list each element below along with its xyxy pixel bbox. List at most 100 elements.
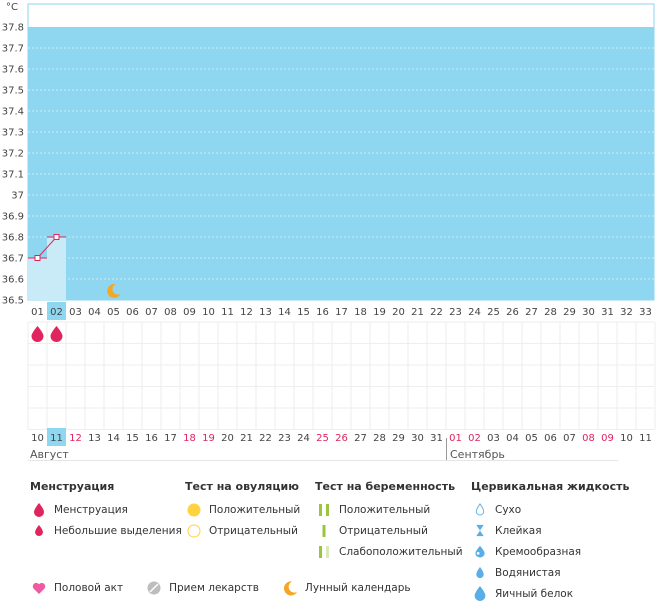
legend-item-egg-white: Яичный белок — [471, 583, 629, 604]
y-tick-label: 36.5 — [2, 296, 24, 307]
legend-label: Отрицательный — [209, 524, 298, 537]
calendar-date-label: 22 — [259, 433, 272, 444]
calendar-date-label: 29 — [392, 433, 405, 444]
legend-item-watery: Водянистая — [471, 562, 629, 583]
month-rule — [28, 460, 618, 461]
calendar-date-label: 10 — [620, 433, 633, 444]
calendar-date-label: 14 — [107, 433, 120, 444]
cycle-day-label: 30 — [582, 307, 595, 318]
cycle-day-label: 02 — [50, 307, 63, 318]
month-label-first: Август — [30, 448, 69, 461]
legend-label: Сухо — [495, 503, 522, 516]
legend-item-lunar: Лунный календарь — [281, 579, 411, 597]
cycle-day-label: 27 — [525, 307, 538, 318]
legend-ovulation-title: Тест на овуляцию — [185, 480, 299, 493]
water-drop-icon — [471, 564, 489, 582]
cycle-day-label: 33 — [639, 307, 652, 318]
calendar-date-label: 31 — [430, 433, 443, 444]
y-tick-label: 36.9 — [2, 212, 24, 223]
plot-area — [28, 27, 654, 300]
legend-label: Половой акт — [54, 582, 124, 594]
y-axis-ticks: 37.8 37.7 37.6 37.5 37.4 37.3 37.2 37.1 37 36.9 36… — [2, 23, 24, 307]
temperature-series — [28, 234, 66, 261]
legend-label: Яичный белок — [495, 587, 574, 600]
y-tick-label: 37.3 — [2, 128, 24, 139]
calendar-date-label: 01 — [449, 433, 462, 444]
current-day-highlight — [47, 302, 66, 320]
heart-icon — [30, 579, 48, 597]
cycle-day-label: 18 — [354, 307, 367, 318]
calendar-date-label: 23 — [278, 433, 291, 444]
blood-drop-icon — [50, 326, 63, 342]
legend-cervical-title: Цервикальная жидкость — [471, 480, 630, 493]
creamy-drop-icon — [471, 543, 489, 561]
calendar-date-label: 20 — [221, 433, 234, 444]
legend-bottom-row: Половой акт Прием лекарств Лунный календ… — [30, 579, 433, 597]
y-tick-label: 37.5 — [2, 86, 24, 97]
calendar-date-label: 25 — [316, 433, 329, 444]
event-grid — [27, 321, 656, 430]
cycle-day-label: 05 — [107, 307, 120, 318]
y-tick-label: 37.7 — [2, 44, 24, 55]
calendar-date-label: 11 — [639, 433, 652, 444]
cycle-day-label: 09 — [183, 307, 196, 318]
calendar-date-label: 18 — [183, 433, 196, 444]
cycle-day-label: 24 — [468, 307, 481, 318]
calendar-date-label: 24 — [297, 433, 310, 444]
single-line-icon — [315, 522, 333, 540]
y-tick-label: 36.7 — [2, 254, 24, 265]
sticky-icon — [471, 522, 489, 540]
cycle-day-label: 01 — [31, 307, 44, 318]
current-date-highlight — [47, 428, 66, 446]
calendar-date-label: 08 — [582, 433, 595, 444]
y-tick-label: 37.1 — [2, 170, 24, 181]
calendar-date-label: 13 — [88, 433, 101, 444]
calendar-date-label: 30 — [411, 433, 424, 444]
cycle-day-label: 13 — [259, 307, 272, 318]
cycle-day-label: 20 — [392, 307, 405, 318]
temperature-line — [37, 236, 57, 259]
legend-item-sticky: Клейкая — [471, 520, 629, 541]
calendar-date-label: 17 — [164, 433, 177, 444]
legend-item-menstruation: Менструация — [30, 499, 182, 520]
legend-item-spotting: Небольшие выделения — [30, 520, 182, 541]
calendar-date-label: 02 — [468, 433, 481, 444]
cycle-day-label: 06 — [126, 307, 139, 318]
cycle-day-label: 29 — [563, 307, 576, 318]
cycle-day-ticks: 01 02 03 04 05 06 07 08 09 10 11 12 13 14 15 16 17 18 19 20… — [31, 302, 652, 320]
moon-icon — [107, 283, 121, 298]
y-tick-label: 37.2 — [2, 149, 24, 160]
calendar-date-label: 21 — [240, 433, 253, 444]
blood-drop-icon — [30, 501, 48, 519]
y-axis-unit: °C — [6, 2, 18, 13]
legend-item-pregnancy-weak: Слабоположительный — [315, 541, 463, 562]
legend-pregnancy: Тест на беременность Положительный Отриц… — [315, 480, 463, 562]
calendar-date-label: 11 — [50, 433, 63, 444]
legend-label: Прием лекарств — [169, 582, 259, 594]
double-line-icon — [315, 501, 333, 519]
month-divider — [446, 438, 447, 460]
small-blood-drop-icon — [30, 522, 48, 540]
cycle-day-label: 04 — [88, 307, 101, 318]
legend-menstruation: Менструация Менструация Небольшие выделе… — [30, 480, 182, 541]
filled-circle-icon — [185, 501, 203, 519]
cycle-day-label: 14 — [278, 307, 291, 318]
legend-item-creamy: Кремообразная — [471, 541, 629, 562]
grid-lines — [28, 47, 654, 280]
y-tick-label: 36.6 — [2, 275, 24, 286]
legend-label: Небольшие выделения — [54, 524, 182, 537]
legend-ovulation: Тест на овуляцию Положительный Отрицател… — [185, 480, 300, 541]
calendar-date-label: 03 — [487, 433, 500, 444]
y-tick-label: 37.8 — [2, 23, 24, 34]
legend-item-pregnancy-positive: Положительный — [315, 499, 463, 520]
legend-label: Положительный — [339, 503, 431, 516]
legend-pregnancy-title: Тест на беременность — [315, 480, 456, 493]
cycle-day-label: 31 — [601, 307, 614, 318]
legend-menstruation-title: Менструация — [30, 480, 115, 493]
cycle-day-label: 11 — [221, 307, 234, 318]
calendar-date-label: 28 — [373, 433, 386, 444]
y-tick-label: 37.4 — [2, 107, 24, 118]
bbt-chart: °C 37.8 37.7 37.6 37.5 37.4 37.3 37.2 37.1 37 36.… — [2, 2, 656, 446]
blood-drop-icon — [31, 326, 44, 342]
cycle-day-label: 03 — [69, 307, 82, 318]
